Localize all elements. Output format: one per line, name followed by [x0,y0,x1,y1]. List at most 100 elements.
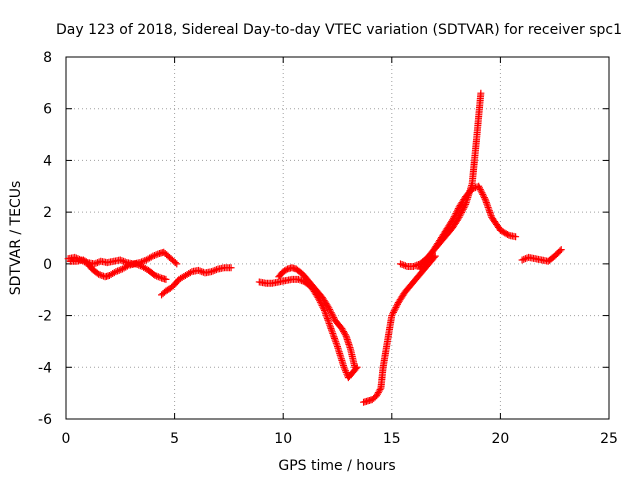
data-point [520,255,528,263]
data-point [95,270,103,278]
data-point [198,268,206,276]
x-tick-label: 5 [170,431,179,447]
data-point [171,259,179,267]
data-point [154,250,162,258]
data-point [556,247,564,255]
series-seg2 [66,248,181,268]
data-point [450,213,458,221]
data-point [329,312,337,320]
data-point [478,189,486,197]
data-point [342,368,350,376]
data-point [319,303,327,311]
series-seg3 [158,264,235,299]
data-point [431,252,439,260]
data-point [401,262,409,270]
data-point [82,258,90,266]
data-point [328,310,336,318]
data-point [212,266,220,274]
x-tick-label: 20 [491,431,509,447]
data-point [151,251,159,259]
axis-ticks: 0 5 10 15 20 25 -6 -4 -2 0 2 4 6 8 [38,50,618,447]
data-point [451,211,459,219]
data-point [141,257,149,265]
data-point [389,310,397,318]
data-point [117,266,125,274]
data-point [388,312,396,320]
data-point [327,309,335,317]
data-point [449,214,457,222]
chart-title: Day 123 of 2018, Sidereal Day-to-day VTE… [56,22,622,38]
data-point [330,314,338,322]
data-point [455,213,463,221]
series-seg5 [275,264,359,371]
data-point [557,246,565,254]
data-point [521,255,529,263]
data-point [341,365,349,373]
data-point [480,192,488,200]
data-point [460,204,468,212]
data-point [398,261,406,269]
data-point [194,266,202,274]
data-point [136,259,144,267]
data-point [504,231,512,239]
data-point [453,208,461,216]
data-point [208,268,216,276]
data-point [93,259,101,267]
data-point [120,257,128,265]
y-tick-label: -6 [38,412,52,428]
plot-frame [65,56,610,420]
data-points [64,89,565,406]
y-axis-label: SDTVAR / TECUs [8,181,24,296]
series-seg8 [416,182,520,273]
data-point [456,212,464,220]
data-point [110,269,118,277]
data-point [459,205,467,213]
x-axis-label: GPS time / hours [278,458,395,474]
data-point [479,190,487,198]
data-point [116,256,124,264]
data-point [294,275,302,283]
x-tick-label: 15 [383,431,401,447]
data-point [98,271,106,279]
data-point [90,260,98,268]
data-point [121,258,129,266]
data-point [389,308,397,316]
data-point [112,268,120,276]
data-point [518,256,526,264]
data-point [118,257,126,265]
data-point [468,185,476,193]
x-tick-label: 10 [274,431,292,447]
data-point [351,363,359,371]
data-point [320,305,328,313]
data-point [341,331,349,339]
data-point [209,267,217,275]
x-tick-label: 25 [600,431,618,447]
data-point [341,367,349,375]
data-point [227,264,235,272]
data-point [114,267,122,275]
grid [66,57,609,419]
y-tick-label: -2 [38,309,52,325]
data-point [139,257,147,265]
data-point [296,276,304,284]
data-point [154,273,162,281]
data-point [376,386,384,394]
y-tick-label: -4 [38,360,52,376]
data-point [137,258,145,266]
data-point [475,182,483,190]
data-point [186,269,194,277]
data-point [326,307,334,315]
data-point [457,210,465,218]
y-tick-label: 0 [43,257,52,273]
data-point [400,261,408,269]
data-point [477,89,485,97]
y-tick-label: 2 [43,205,52,221]
data-point [340,363,348,371]
data-point [393,302,401,310]
data-point [475,184,483,192]
data-point [410,262,418,270]
data-point [96,271,104,279]
data-point [326,305,334,313]
